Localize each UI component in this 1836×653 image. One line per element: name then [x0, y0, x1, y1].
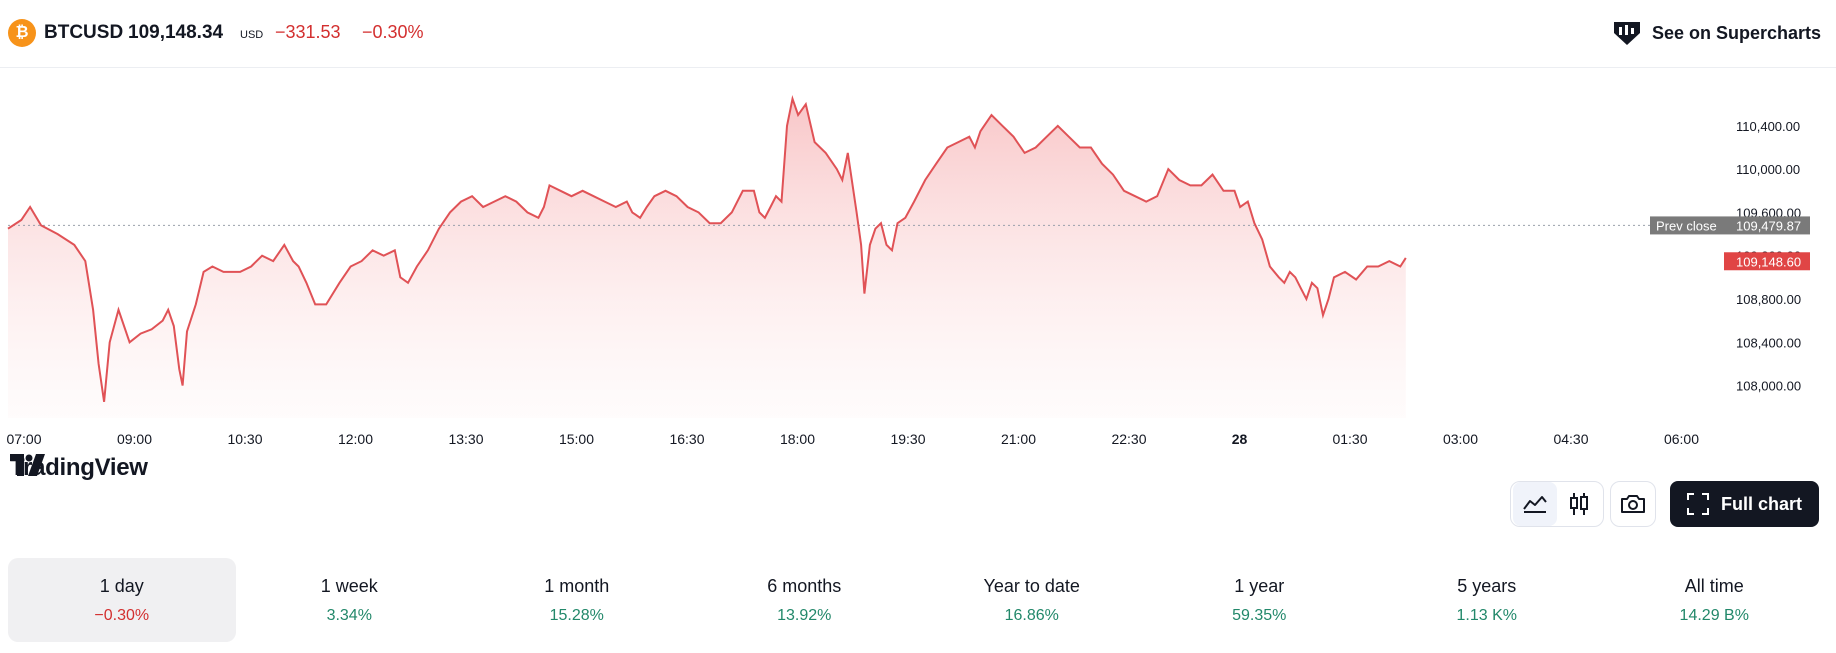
symbol-name: BTCUSD [44, 22, 124, 43]
range-label: 1 year [1234, 575, 1285, 596]
x-tick-label: 28 [1232, 431, 1248, 447]
symbol-header: ₿ BTCUSD 109,148.34 USD −331.53 −0.30% S… [0, 0, 1836, 68]
x-tick-label: 03:00 [1443, 431, 1478, 447]
range-tab[interactable]: 1 week 3.34% [236, 558, 464, 642]
range-tab[interactable]: 5 years 1.13 K% [1373, 558, 1601, 642]
price-change-percent: −0.30% [362, 22, 424, 42]
range-change-value: 13.92% [777, 606, 832, 624]
x-tick-label: 07:00 [6, 431, 41, 447]
candles-chart-button[interactable] [1557, 482, 1601, 526]
x-tick-label: 01:30 [1332, 431, 1367, 447]
range-label: 6 months [767, 575, 842, 596]
x-tick-label: 13:30 [448, 431, 483, 447]
full-chart-label: Full chart [1720, 493, 1802, 514]
x-tick-label: 21:00 [1001, 431, 1036, 447]
price-chart[interactable]: 108,000.00108,400.00108,800.00109,200.00… [0, 68, 1836, 481]
prev-close-value-tag [1724, 216, 1810, 235]
price-change: −331.53 [275, 22, 341, 42]
x-tick-label: 06:00 [1664, 431, 1699, 447]
range-change-value: 3.34% [326, 606, 372, 624]
range-change-value: 15.28% [549, 606, 604, 624]
range-tab[interactable]: 1 month 15.28% [463, 558, 691, 642]
fullscreen-icon [1686, 493, 1709, 515]
range-change-value: 14.29 B% [1679, 606, 1749, 624]
prev-close-label: Prev close [1656, 218, 1717, 233]
supercharts-label: See on Supercharts [1651, 22, 1821, 43]
x-tick-label: 04:30 [1553, 431, 1588, 447]
range-label: 1 week [320, 575, 378, 596]
x-tick-label: 16:30 [669, 431, 704, 447]
chart-svg: 108,000.00108,400.00108,800.00109,200.00… [6, 95, 1810, 447]
range-label: Year to date [983, 575, 1080, 596]
y-tick-label: 110,400.00 [1736, 119, 1800, 134]
candles-icon [1570, 493, 1588, 515]
range-tab[interactable]: Year to date 16.86% [918, 558, 1146, 642]
range-label: 1 month [544, 575, 610, 596]
range-tab[interactable]: All time 14.29 B% [1601, 558, 1829, 642]
currency-label: USD [240, 29, 264, 41]
x-tick-label: 10:30 [227, 431, 262, 447]
range-change-value: −0.30% [94, 606, 150, 624]
range-tab[interactable]: 1 day −0.30% [8, 558, 236, 642]
y-tick-label: 108,400.00 [1736, 335, 1801, 350]
tradingview-logo-icon [10, 454, 45, 476]
range-tab[interactable]: 1 year 59.35% [1146, 558, 1374, 642]
period-selector: 1 day −0.30% 1 week 3.34% 1 month 15.28% 6 mon… [8, 558, 1828, 642]
price-line [7, 95, 1407, 402]
line-chart-icon [1523, 496, 1547, 513]
snapshot-button[interactable] [1610, 481, 1656, 527]
x-axis: 07:00 09:00 10:30 12:00 13:30 15:00 16:30 18:00… [6, 431, 1699, 447]
x-tick-label: 15:00 [559, 431, 594, 447]
x-tick-label: 19:30 [890, 431, 925, 447]
line-chart-button[interactable] [1513, 482, 1557, 526]
y-tick-label: 108,000.00 [1736, 379, 1801, 394]
range-tab[interactable]: 6 months 13.92% [691, 558, 919, 642]
chart-style-toggle [1510, 481, 1604, 527]
last-price: 109,148.34 [128, 22, 224, 43]
supercharts-icon [1613, 22, 1640, 45]
full-chart-button[interactable]: Full chart [1670, 481, 1819, 527]
x-tick-label: 12:00 [338, 431, 373, 447]
prev-close-tag [1650, 216, 1724, 235]
x-tick-label: 09:00 [117, 431, 152, 447]
tradingview-logo[interactable]: TradingView [10, 454, 148, 482]
range-change-value: 16.86% [1004, 606, 1059, 624]
price-labels: Prev close 109,479.87 109,148.60 [1650, 216, 1810, 271]
y-tick-label: 110,000.00 [1736, 162, 1800, 177]
see-on-supercharts-link[interactable]: See on Supercharts [1612, 16, 1821, 50]
y-tick-label: 108,800.00 [1736, 292, 1801, 307]
range-label: 1 day [99, 575, 144, 596]
last-price-value: 109,148.60 [1736, 254, 1801, 269]
x-tick-label: 18:00 [780, 431, 815, 447]
range-label: 5 years [1457, 575, 1517, 596]
range-label: All time [1684, 575, 1744, 596]
price-area-fill [8, 98, 1406, 419]
prev-close-value: 109,479.87 [1736, 218, 1801, 233]
last-price-tag [1724, 252, 1810, 271]
range-change-value: 1.13 K% [1456, 606, 1517, 624]
bitcoin-icon: ₿ [8, 19, 36, 47]
x-tick-label: 22:30 [1111, 431, 1146, 447]
camera-icon [1621, 495, 1645, 513]
range-change-value: 59.35% [1232, 606, 1287, 624]
